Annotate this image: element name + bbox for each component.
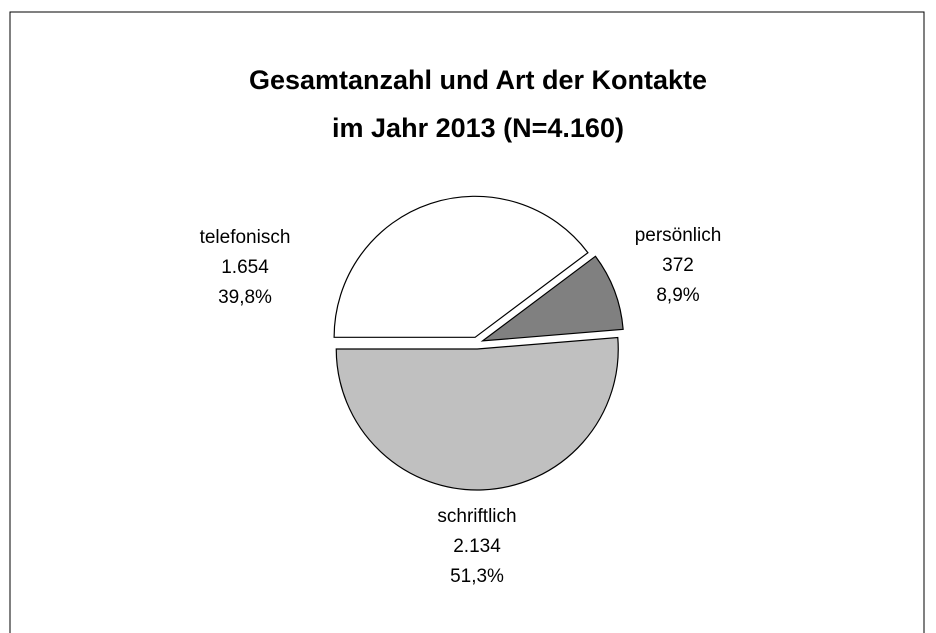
slice-label: schriftlich — [437, 506, 516, 527]
value-label: 1.654 — [221, 257, 269, 278]
percent-label: 51,3% — [450, 566, 504, 587]
pie-slice — [480, 255, 624, 342]
chart-title: im Jahr 2013 (N=4.160) — [332, 113, 624, 143]
value-label: 372 — [662, 255, 694, 276]
value-label: 2.134 — [453, 536, 501, 557]
slice-label: telefonisch — [200, 227, 291, 248]
percent-label: 39,8% — [218, 287, 272, 308]
pie-slice — [333, 195, 589, 338]
pie-slice — [335, 336, 619, 491]
chart-title: Gesamtanzahl und Art der Kontakte — [249, 65, 707, 95]
slice-label: persönlich — [635, 225, 722, 246]
percent-label: 8,9% — [656, 285, 699, 306]
